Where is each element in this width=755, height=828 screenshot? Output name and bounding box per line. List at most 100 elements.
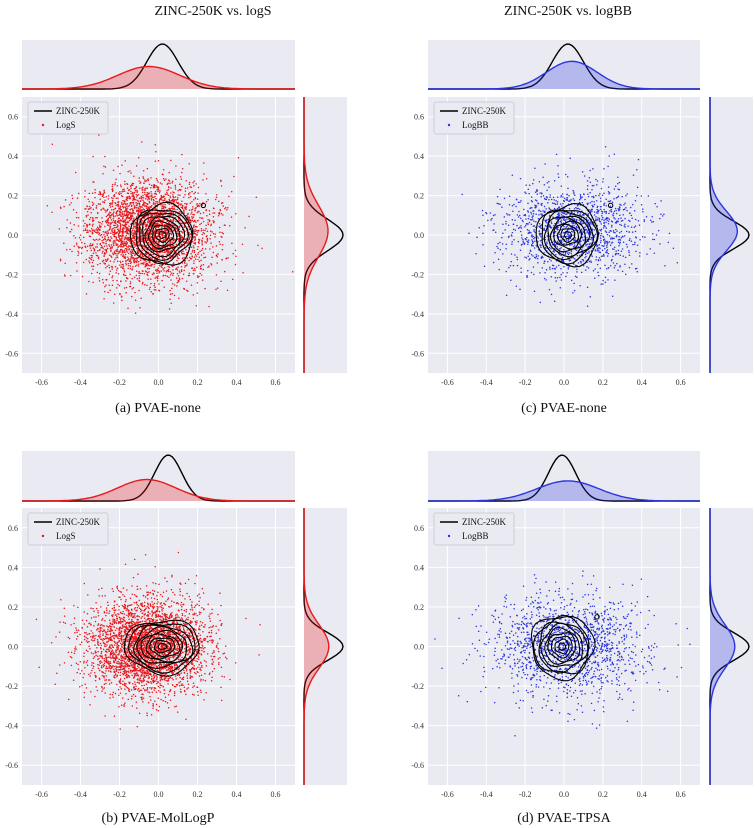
scatter-point — [532, 215, 534, 217]
scatter-point — [166, 217, 168, 219]
scatter-point — [494, 231, 497, 233]
scatter-point — [155, 184, 157, 187]
scatter-point — [528, 232, 531, 234]
scatter-point — [539, 192, 541, 194]
scatter-point — [554, 268, 557, 270]
scatter-point — [148, 288, 151, 291]
scatter-point — [125, 223, 128, 226]
scatter-point — [129, 258, 132, 260]
scatter-point — [225, 206, 227, 209]
scatter-point — [172, 191, 174, 193]
scatter-point — [156, 272, 158, 275]
scatter-point — [592, 195, 595, 198]
scatter-point — [531, 234, 533, 236]
scatter-point — [594, 233, 597, 235]
scatter-point — [114, 252, 116, 255]
scatter-point — [169, 251, 172, 253]
scatter-point — [179, 219, 181, 222]
scatter-point — [138, 271, 140, 273]
scatter-point — [138, 209, 140, 211]
scatter-point — [192, 245, 195, 247]
scatter-point — [528, 215, 530, 217]
scatter-point — [162, 169, 165, 171]
kde-contour-island — [607, 202, 614, 209]
scatter-point — [162, 254, 164, 256]
scatter-point — [137, 200, 140, 202]
scatter-point — [514, 219, 516, 221]
scatter-point — [204, 256, 207, 258]
scatter-point — [178, 253, 180, 255]
scatter-point — [528, 259, 530, 261]
scatter-point — [596, 180, 599, 182]
scatter-point — [130, 205, 133, 207]
scatter-point — [132, 242, 135, 244]
scatter-point — [201, 243, 203, 246]
scatter-point — [119, 261, 122, 264]
scatter-point — [208, 219, 211, 221]
scatter-point — [595, 194, 597, 197]
scatter-point — [591, 210, 593, 213]
scatter-point — [123, 238, 126, 241]
scatter-point — [174, 196, 177, 198]
scatter-point — [597, 212, 599, 214]
scatter-point — [123, 213, 126, 215]
scatter-point — [168, 208, 170, 210]
scatter-point — [135, 165, 138, 167]
scatter-point — [476, 236, 478, 239]
scatter-point — [121, 229, 124, 231]
scatter-point — [560, 196, 562, 198]
scatter-point — [178, 277, 181, 279]
scatter-point — [134, 189, 137, 192]
scatter-point — [636, 168, 638, 171]
scatter-point — [213, 207, 215, 210]
scatter-point — [152, 246, 154, 249]
scatter-point — [123, 240, 125, 242]
scatter-point — [605, 211, 607, 213]
scatter-point — [634, 200, 637, 202]
scatter-point — [572, 246, 575, 248]
scatter-point — [95, 231, 98, 234]
scatter-point — [222, 233, 225, 235]
scatter-point — [623, 225, 626, 227]
scatter-point — [196, 234, 198, 236]
scatter-point — [119, 260, 121, 262]
scatter-point — [532, 245, 534, 247]
scatter-point — [584, 198, 586, 201]
scatter-point — [571, 221, 573, 224]
x-tick-label: 0.6 — [271, 378, 281, 387]
scatter-point — [615, 197, 618, 199]
scatter-point — [129, 273, 131, 275]
scatter-point — [614, 264, 616, 267]
scatter-point — [175, 178, 177, 180]
scatter-point — [626, 246, 629, 248]
scatter-point — [182, 250, 184, 253]
scatter-point — [625, 230, 628, 233]
scatter-point — [185, 248, 187, 251]
scatter-point — [607, 200, 610, 203]
scatter-point — [127, 189, 130, 192]
scatter-point — [163, 205, 165, 208]
scatter-point — [526, 228, 529, 231]
scatter-point — [172, 219, 175, 222]
scatter-point — [202, 229, 204, 231]
scatter-point — [200, 268, 203, 270]
scatter-point — [156, 275, 159, 278]
scatter-point — [123, 244, 125, 246]
scatter-point — [609, 244, 612, 247]
scatter-point — [174, 252, 177, 255]
scatter-point — [653, 238, 656, 241]
scatter-point — [582, 193, 585, 195]
scatter-point — [156, 179, 159, 182]
scatter-point — [192, 237, 195, 239]
kde-contour-line — [148, 220, 178, 250]
scatter-point — [165, 261, 168, 263]
scatter-point — [181, 171, 183, 174]
scatter-point — [523, 208, 525, 211]
scatter-point — [595, 212, 598, 214]
scatter-point — [560, 279, 563, 281]
scatter-point — [158, 210, 160, 213]
scatter-point — [90, 249, 93, 252]
scatter-point — [553, 199, 555, 201]
scatter-point — [242, 271, 244, 274]
scatter-point — [565, 199, 567, 201]
